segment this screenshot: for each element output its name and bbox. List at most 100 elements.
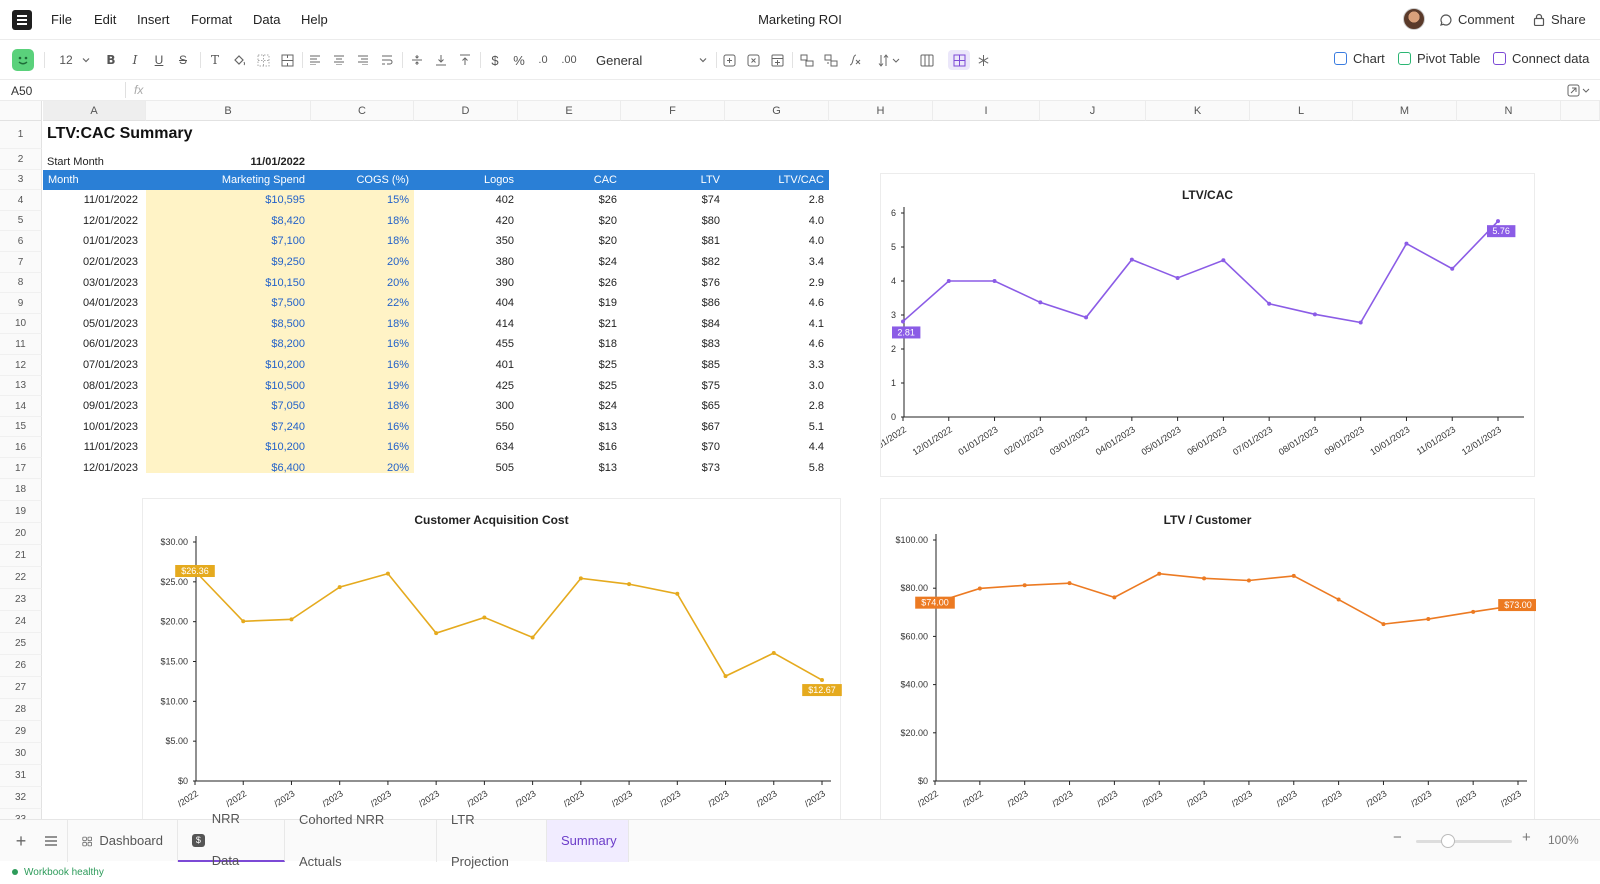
table-cell[interactable]: $24 <box>598 400 617 412</box>
table-cell[interactable]: $10,200 <box>265 441 305 453</box>
table-cell[interactable]: 16% <box>386 338 409 350</box>
row-header[interactable]: 16 <box>0 437 42 458</box>
table-cell[interactable]: 4.0 <box>808 235 824 247</box>
column-header-k[interactable]: K <box>1146 101 1250 121</box>
row-header[interactable]: 30 <box>0 743 42 765</box>
valign-bottom-icon[interactable] <box>432 50 450 70</box>
table-cell[interactable]: $6,400 <box>271 462 305 474</box>
column-header-n[interactable]: N <box>1457 101 1561 121</box>
table-cell[interactable]: $10,150 <box>265 277 305 289</box>
table-cell[interactable]: $7,500 <box>271 297 305 309</box>
table-cell[interactable]: 20% <box>386 256 409 268</box>
sheet-title[interactable]: LTV:CAC Summary <box>47 125 193 142</box>
table-cell[interactable]: 04/01/2023 <box>82 297 138 309</box>
table-cell[interactable]: $84 <box>701 318 720 330</box>
table-cell[interactable]: $74 <box>701 194 720 206</box>
add-sheet-button[interactable]: + <box>15 831 27 851</box>
row-header[interactable]: 13 <box>0 376 42 396</box>
table-cell[interactable]: $67 <box>701 421 720 433</box>
table-cell[interactable]: $82 <box>701 256 720 268</box>
table-cell[interactable]: 3.4 <box>808 256 824 268</box>
table-cell[interactable]: $19 <box>598 297 617 309</box>
table-cell[interactable]: $13 <box>598 462 617 474</box>
row-header[interactable]: 5 <box>0 211 42 231</box>
table-cell[interactable]: 16% <box>386 359 409 371</box>
percent-format-icon[interactable]: % <box>513 52 525 68</box>
row-header[interactable]: 9 <box>0 293 42 314</box>
table-cell[interactable]: 2.8 <box>808 194 824 206</box>
table-cell[interactable]: 2.9 <box>808 277 824 289</box>
table-cell[interactable]: 401 <box>495 359 514 371</box>
row-header[interactable]: 14 <box>0 396 42 417</box>
app-logo-icon[interactable] <box>12 10 32 30</box>
row-header[interactable]: 33 <box>0 809 42 819</box>
fill-color-icon[interactable] <box>230 50 248 70</box>
menu-format[interactable]: Format <box>191 12 233 27</box>
row-header[interactable]: 1 <box>0 121 42 149</box>
font-size-select[interactable]: 12 <box>56 50 94 70</box>
table-cell[interactable]: 2.8 <box>808 400 824 412</box>
table-cell[interactable]: $80 <box>701 215 720 227</box>
table-cell[interactable]: 12/01/2023 <box>82 462 138 474</box>
column-header-h[interactable]: H <box>829 101 933 121</box>
column-header-c[interactable]: C <box>311 101 414 121</box>
column-header-g[interactable]: G <box>725 101 829 121</box>
column-header-j[interactable]: J <box>1040 101 1146 121</box>
column-header-l[interactable]: L <box>1250 101 1353 121</box>
table-cell[interactable]: 300 <box>495 400 514 412</box>
zoom-level[interactable]: 100% <box>1548 833 1579 847</box>
table-cell[interactable]: $13 <box>598 421 617 433</box>
avatar[interactable] <box>1403 8 1425 30</box>
row-header[interactable]: 6 <box>0 231 42 252</box>
row-header[interactable]: 27 <box>0 677 42 699</box>
table-header-cell[interactable]: COGS (%) <box>356 174 409 186</box>
table-cell[interactable]: $18 <box>598 338 617 350</box>
table-cell[interactable]: 11/01/2022 <box>83 194 138 206</box>
tab-ltr-projection[interactable]: LTR Projection <box>437 812 547 869</box>
column-header-e[interactable]: E <box>518 101 621 121</box>
row-header[interactable]: 24 <box>0 611 42 633</box>
table-cell[interactable]: $85 <box>701 359 720 371</box>
row-header[interactable]: 20 <box>0 523 42 545</box>
freeze-columns-icon[interactable] <box>918 50 936 70</box>
table-cell[interactable]: 3.3 <box>808 359 824 371</box>
freeze-icon[interactable] <box>974 50 992 70</box>
column-header-f[interactable]: F <box>621 101 725 121</box>
table-cell[interactable]: 505 <box>495 462 514 474</box>
ltv-customer-chart[interactable]: LTV / Customer $0 $20.00 $40.00 $60.00 $80.0… <box>880 498 1536 819</box>
delete-row-icon[interactable] <box>744 50 762 70</box>
zoom-in-button[interactable]: + <box>1522 829 1531 846</box>
column-header-i[interactable]: I <box>933 101 1040 121</box>
table-cell[interactable]: $26 <box>598 277 617 289</box>
table-header-cell[interactable]: Month <box>48 174 79 186</box>
table-cell[interactable]: 404 <box>495 297 514 309</box>
table-cell[interactable]: 05/01/2023 <box>82 318 138 330</box>
table-cell[interactable]: 550 <box>495 421 514 433</box>
table-cell[interactable]: $8,420 <box>271 215 305 227</box>
borders-icon[interactable] <box>254 50 272 70</box>
table-cell[interactable]: 455 <box>495 338 514 350</box>
table-cell[interactable]: 02/01/2023 <box>82 256 138 268</box>
table-cell[interactable]: $9,250 <box>271 256 305 268</box>
table-cell[interactable]: 19% <box>386 380 409 392</box>
row-header[interactable]: 15 <box>0 417 42 437</box>
column-header-b[interactable]: B <box>146 101 311 121</box>
align-left-icon[interactable] <box>306 50 324 70</box>
table-cell[interactable]: 20% <box>386 277 409 289</box>
table-cell[interactable]: 12/01/2022 <box>82 215 138 227</box>
table-cell[interactable]: $8,200 <box>271 338 305 350</box>
table-cell[interactable]: 3.0 <box>808 380 824 392</box>
row-header[interactable]: 12 <box>0 355 42 376</box>
table-cell[interactable]: 22% <box>386 297 409 309</box>
table-cell[interactable]: $86 <box>701 297 720 309</box>
table-cell[interactable]: 350 <box>495 235 514 247</box>
row-header[interactable]: 11 <box>0 334 42 355</box>
pivot-table-button[interactable]: Pivot Table <box>1398 51 1480 66</box>
valign-top-icon[interactable] <box>456 50 474 70</box>
number-format-select[interactable]: General <box>596 50 708 70</box>
table-cell[interactable]: 20% <box>386 462 409 474</box>
table-cell[interactable]: $16 <box>598 441 617 453</box>
table-cell[interactable]: $10,595 <box>265 194 305 206</box>
table-header-cell[interactable]: Marketing Spend <box>221 174 305 186</box>
increase-decimal-icon[interactable]: .00 <box>561 54 577 66</box>
